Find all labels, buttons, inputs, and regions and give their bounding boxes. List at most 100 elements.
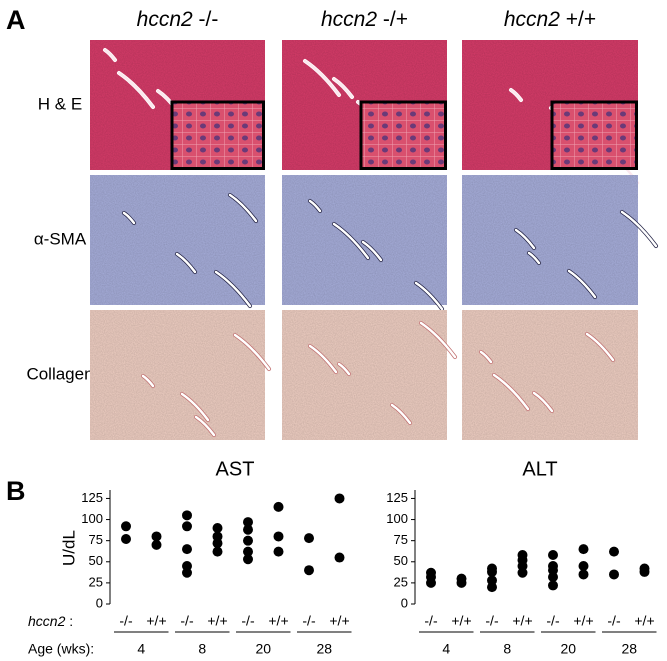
data-dot (548, 550, 558, 561)
vessel (414, 281, 444, 311)
data-dot (609, 569, 619, 580)
micrograph-texture (282, 310, 447, 440)
y-tick-label: 75 (394, 532, 408, 547)
data-dot (578, 544, 589, 555)
data-dot (517, 567, 528, 578)
micrograph-texture (90, 310, 265, 440)
x-tick-label: -/- (302, 613, 316, 629)
vessel (332, 77, 354, 99)
data-dot (273, 546, 284, 557)
vessel (532, 391, 554, 413)
data-dot (243, 554, 253, 565)
vessel (180, 392, 210, 422)
x-tick-label: +/+ (329, 613, 349, 629)
y-tick-label: 0 (401, 595, 408, 610)
data-dot (273, 501, 284, 512)
micrograph-texture (462, 175, 638, 305)
vessel (228, 193, 258, 223)
y-tick-label: 50 (89, 553, 103, 568)
chart-title: ALT (522, 458, 557, 480)
data-dot (121, 533, 131, 544)
data-dot (487, 582, 497, 593)
data-dot (334, 552, 345, 563)
vessel (175, 252, 197, 274)
vessel (233, 333, 271, 371)
vessel (492, 373, 530, 411)
vessel (308, 344, 338, 374)
vessel (122, 211, 136, 225)
x-tick-label: +/+ (634, 613, 654, 629)
data-dot (182, 567, 192, 578)
group-label: 8 (503, 641, 511, 657)
panel-b: hccn2 : Age (wks): AST U/dL 0 25 50 75 100 125 -/-… (28, 458, 657, 657)
x-tick-label: -/- (119, 613, 133, 629)
micrograph-texture (462, 310, 638, 440)
data-dot (182, 521, 192, 532)
data-dot (151, 539, 162, 550)
genotype: +/+ (566, 8, 596, 31)
panel-a: hccn2 -/- hccn2 -/+ hccn2 +/+H & Eα-SMACol… (26, 8, 658, 440)
data-dot (487, 566, 497, 577)
group-label: 8 (198, 641, 206, 657)
column-header: hccn2 -/+ (321, 8, 408, 31)
group-label: 20 (255, 641, 271, 657)
x-tick-label: -/- (424, 613, 438, 629)
vessel (194, 415, 216, 437)
y-tick-label: 0 (96, 595, 103, 610)
column-header: hccn2 +/+ (504, 8, 596, 31)
gene-name: hccn2 (28, 613, 66, 629)
group-label: 4 (442, 641, 450, 657)
panel-label: B (6, 476, 26, 506)
data-dot (639, 566, 650, 577)
vessel (419, 321, 457, 359)
inset (550, 100, 638, 170)
vessel (620, 210, 658, 248)
data-dot (578, 561, 589, 571)
data-dot (548, 580, 558, 591)
genotype: -/- (199, 8, 219, 31)
data-dot (456, 577, 467, 588)
vessel (361, 240, 383, 262)
group-label: 20 (560, 641, 576, 657)
x-tick-label: -/- (546, 613, 560, 629)
chart-title: AST (216, 458, 255, 480)
inset (170, 100, 265, 170)
data-dot (609, 546, 619, 557)
vessel (214, 270, 252, 308)
data-dot (334, 493, 345, 504)
x-tick-label: +/+ (146, 613, 166, 629)
y-tick-label: 25 (394, 574, 408, 589)
vessel (567, 269, 597, 299)
vessel (390, 403, 412, 425)
panel-label: A (6, 5, 26, 35)
row-label: α-SMA (34, 229, 87, 248)
vessel (308, 199, 322, 213)
data-dot (151, 531, 162, 542)
data-dot (212, 546, 223, 557)
vessel (509, 88, 523, 102)
vessel (514, 228, 536, 250)
group-label: 28 (621, 641, 637, 657)
y-tick-label: 125 (386, 490, 408, 505)
data-dot (243, 517, 253, 528)
data-dot (304, 565, 314, 576)
y-tick-label: 50 (394, 553, 408, 568)
vessel (117, 71, 155, 109)
vessel (303, 59, 341, 97)
y-tick-label: 125 (81, 490, 103, 505)
vessel (585, 332, 615, 362)
age-axis-label: Age (wks): (28, 641, 94, 657)
inset (359, 100, 447, 170)
x-tick-label: +/+ (512, 613, 532, 629)
data-dot (578, 569, 589, 580)
data-dot (426, 577, 436, 588)
y-tick-label: 100 (386, 511, 408, 526)
y-tick-label: 100 (81, 511, 103, 526)
data-dot (182, 544, 192, 555)
row-label: H & E (38, 94, 82, 113)
genotype: -/+ (383, 8, 408, 31)
vessel (527, 251, 541, 265)
gene-name: hccn2 (504, 8, 560, 31)
data-dot (212, 523, 223, 533)
